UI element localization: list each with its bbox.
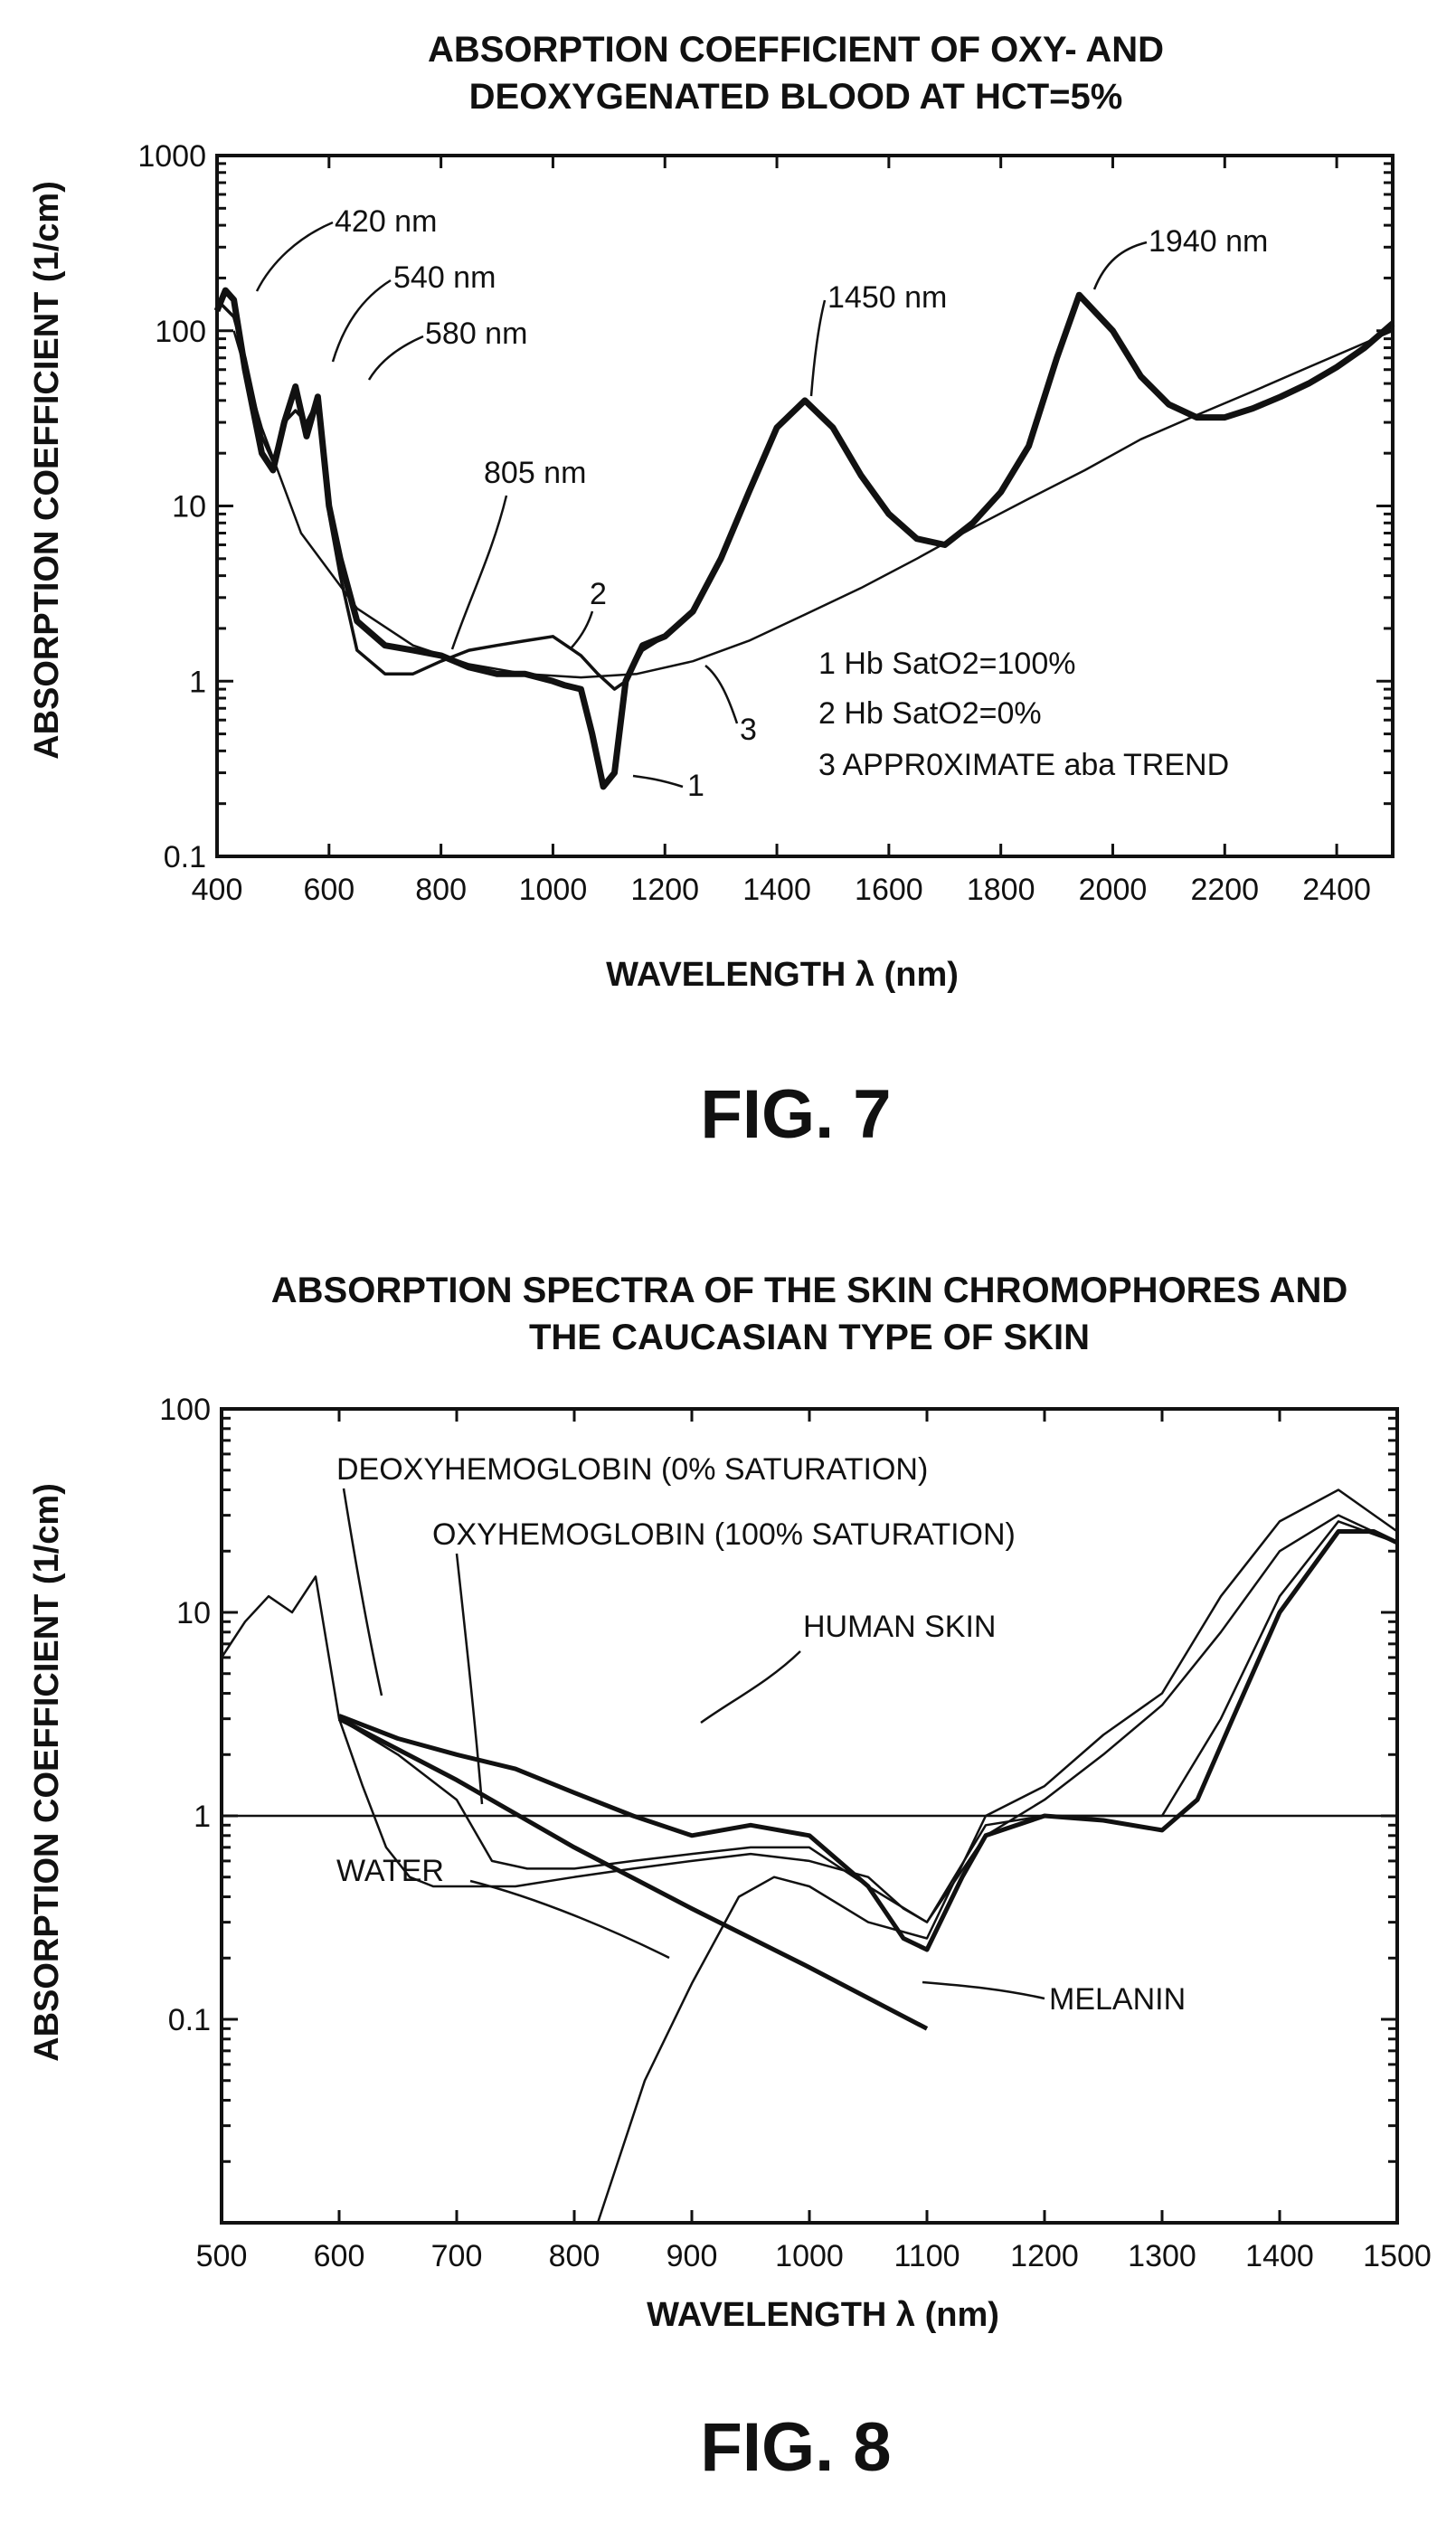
fig7-figure-label: FIG. 7 [700,1076,891,1153]
fig7-x-axis-title: WAVELENGTH λ (nm) [606,956,959,994]
fig8-title-line-1: ABSORPTION SPECTRA OF THE SKIN CHROMOPHO… [271,1271,1347,1310]
fig8-x-tick-label: 1300 [1128,2239,1196,2273]
fig7-x-tick-label: 1400 [742,873,811,907]
fig7-ann-1940nm: 1940 nm [1149,224,1268,259]
fig7-curve-leader-2 [571,610,594,648]
fig8-title-line-2: THE CAUCASIAN TYPE OF SKIN [529,1318,1090,1357]
fig7-x-tick-label: 400 [192,873,243,907]
fig8-y-tick-label: 10 [176,1596,211,1630]
fig8-label-oxyhemoglobin: OXYHEMOGLOBIN (100% SATURATION) [432,1517,1016,1552]
fig8-label-water: WATER [336,1854,444,1888]
fig7-series-aba-trend [232,329,1394,679]
fig7-x-tick-label: 600 [303,873,355,907]
fig7-x-tick-label: 2200 [1190,873,1259,907]
fig7-y-tick-label: 0.1 [164,840,206,874]
fig7-x-tick-label: 800 [415,873,467,907]
fig8-x-tick-label: 600 [314,2239,365,2273]
fig8-chart: ABSORPTION SPECTRA OF THE SKIN CHROMOPHO… [28,1271,1432,2334]
fig7-curve-label-2: 2 [590,577,607,611]
fig8-y-tick-label: 0.1 [168,2003,211,2037]
fig7-ann-805nm: 805 nm [484,456,586,490]
fig7-series-hb-sat-100 [213,287,1395,790]
fig8-x-tick-label: 1200 [1010,2239,1079,2273]
fig7-x-tick-label: 2400 [1302,873,1371,907]
fig8-series-water [596,1488,1398,2224]
fig7-legend-item-3: 3 APPR0XIMATE aba TREND [818,748,1229,782]
fig8-x-tick-label: 900 [667,2239,718,2273]
fig7-ann-540nm: 540 nm [393,260,496,295]
fig8-series-human-skin [338,1529,1399,1952]
fig7-curve-label-1: 1 [687,769,704,803]
fig7-x-tick-label: 1000 [519,873,588,907]
fig8-leader-water [469,1879,670,1960]
fig8-y-tick-label: 1 [194,1800,211,1834]
fig7-series-hb-sat-0 [215,298,667,691]
fig7-y-tick-label: 1000 [137,139,206,174]
fig7-ann-1450nm: 1450 nm [827,280,947,315]
fig8-x-tick-label: 1100 [893,2239,960,2273]
fig7-title-line-1: ABSORPTION COEFFICIENT OF OXY- AND [428,30,1164,70]
fig7-x-tick-label: 1600 [855,873,923,907]
fig7-curve-leader-1 [632,774,684,789]
fig8-x-tick-label: 800 [549,2239,600,2273]
fig8-y-tick-label: 100 [159,1393,211,1427]
fig7-ann-580nm: 580 nm [425,317,527,351]
fig8-series-melanin [337,1716,929,2031]
fig7-leader-1450nm [809,299,827,397]
fig8-figure-label: FIG. 8 [700,2409,891,2486]
fig7-leader-1940nm [1092,241,1148,290]
fig8-leader-deoxyhemoglobin [342,1488,383,1696]
fig7-ann-420nm: 420 nm [335,204,437,239]
fig7-chart: ABSORPTION COEFFICIENT OF OXY- AND DEOXY… [28,30,1395,994]
fig7-y-tick-label: 100 [155,315,206,349]
fig7-leader-420nm [255,221,334,292]
fig8-label-deoxyhemoglobin: DEOXYHEMOGLOBIN (0% SATURATION) [336,1452,928,1487]
fig7-plot-frame [215,154,1395,858]
fig7-leader-540nm [331,279,392,363]
fig7-title-line-2: DEOXYGENATED BLOOD AT HCT=5% [469,77,1123,117]
fig7-curve-leader-3 [704,665,739,724]
fig8-x-tick-label: 700 [431,2239,483,2273]
fig8-x-tick-label: 1500 [1363,2239,1432,2273]
fig8-x-tick-label: 1400 [1245,2239,1314,2273]
fig7-leader-580nm [367,335,424,381]
fig8-label-human-skin: HUMAN SKIN [803,1610,996,1644]
fig8-x-axis-title: WAVELENGTH λ (nm) [647,2296,999,2334]
fig8-x-tick-label: 1000 [775,2239,844,2273]
fig7-legend-item-2: 2 Hb SatO2=0% [818,696,1042,731]
fig7-x-tick-label: 1200 [630,873,699,907]
fig7-curve-label-3: 3 [740,713,757,747]
fig7-y-tick-label: 1 [189,665,206,699]
fig8-leader-oxyhemoglobin [455,1553,484,1805]
fig7-y-axis-title: ABSORPTION COEFFICIENT (1/cm) [28,181,66,760]
fig7-leader-805nm [450,495,508,650]
fig8-plot-frame [220,1407,1399,2225]
fig8-leader-human-skin [700,1650,801,1725]
fig7-x-tick-label: 1800 [967,873,1035,907]
fig8-label-melanin: MELANIN [1049,1982,1186,2017]
fig7-y-tick-label: 10 [172,490,206,524]
fig8-series-oxyhemoglobin [338,1520,1398,1923]
fig7-legend-item-1: 1 Hb SatO2=100% [818,647,1075,681]
fig7-x-tick-label: 2000 [1079,873,1148,907]
fig8-x-tick-label: 500 [196,2239,248,2273]
fig8-y-axis-title: ABSORPTION COEFFICIENT (1/cm) [28,1483,66,2062]
fig8-leader-melanin [922,1980,1045,2000]
fig8-series-deoxyhemoglobin [220,1514,1398,1923]
